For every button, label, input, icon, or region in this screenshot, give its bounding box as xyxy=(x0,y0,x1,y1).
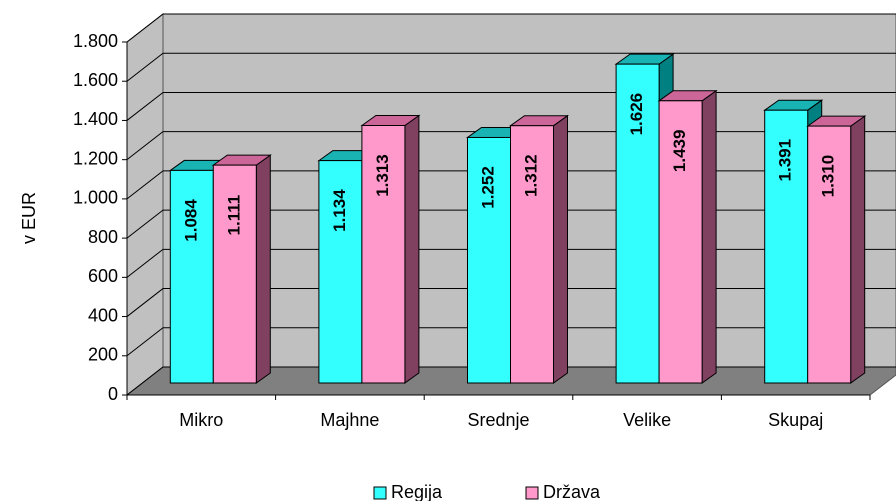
bar xyxy=(361,125,406,384)
grid-line xyxy=(126,13,896,43)
value-label: 1.626 xyxy=(627,93,646,136)
bar xyxy=(510,125,554,384)
y-tick-label: 1.000 xyxy=(73,188,118,208)
y-tick-label: 1.800 xyxy=(73,31,118,51)
legend-label: Regija xyxy=(391,482,443,501)
y-tick-label: 1.400 xyxy=(73,109,118,129)
value-label: 1.084 xyxy=(181,199,200,242)
value-label: 1.391 xyxy=(776,139,795,182)
y-tick-label: 1.200 xyxy=(73,148,118,168)
bar xyxy=(212,164,257,384)
y-tick-label: 0 xyxy=(108,384,118,404)
value-label: 1.312 xyxy=(521,154,540,197)
bar xyxy=(615,63,660,384)
bar-side xyxy=(553,114,568,384)
y-tick-label: 200 xyxy=(88,345,118,365)
bar-side xyxy=(850,115,866,384)
y-tick-label: 400 xyxy=(88,305,118,325)
grid-line xyxy=(126,52,896,82)
value-label: 1.111 xyxy=(224,195,243,236)
legend-label: Država xyxy=(543,482,601,501)
y-tick-label: 800 xyxy=(88,227,118,247)
bar xyxy=(169,169,214,384)
legend-swatch xyxy=(373,486,387,500)
x-tick-label: Velike xyxy=(623,410,671,430)
bar xyxy=(764,109,809,384)
bar xyxy=(807,125,852,384)
value-label: 1.313 xyxy=(373,154,392,197)
y-tick-label: 1.600 xyxy=(73,70,118,90)
x-tick-label: Skupaj xyxy=(768,410,823,430)
bar-side xyxy=(404,114,420,384)
value-label: 1.310 xyxy=(819,155,838,198)
x-tick-label: Srednje xyxy=(467,410,529,430)
bar xyxy=(318,160,363,384)
y-tick-label: 600 xyxy=(88,266,118,286)
bar xyxy=(658,100,703,384)
value-label: 1.252 xyxy=(478,166,497,209)
x-tick-label: Mikro xyxy=(179,410,223,430)
bar-side xyxy=(255,154,271,384)
legend-swatch xyxy=(525,486,539,500)
y-axis-label: v EUR xyxy=(19,192,39,244)
x-tick-label: Majhne xyxy=(320,410,379,430)
value-label: 1.439 xyxy=(670,130,689,173)
side-wall xyxy=(126,12,164,397)
bar xyxy=(467,136,511,384)
bar-side xyxy=(701,89,717,384)
value-label: 1.134 xyxy=(330,189,349,232)
